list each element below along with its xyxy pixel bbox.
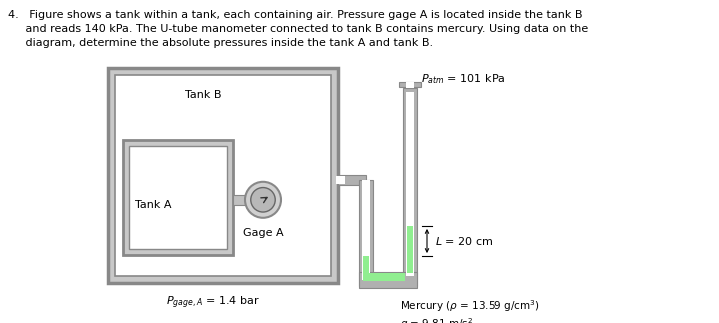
Text: Gage A: Gage A [243, 228, 283, 238]
Bar [359, 180, 373, 286]
Bar [363, 273, 405, 281]
Text: $L$ = 20 cm: $L$ = 20 cm [435, 235, 493, 247]
Bar [123, 140, 233, 255]
Bar [336, 176, 345, 184]
Circle shape [251, 188, 275, 212]
Text: $P_{gage, A}$ = 1.4 bar: $P_{gage, A}$ = 1.4 bar [166, 295, 260, 311]
Bar [108, 68, 338, 283]
Text: and reads 140 kPa. The U-tube manometer connected to tank B contains mercury. Us: and reads 140 kPa. The U-tube manometer … [8, 24, 588, 34]
Bar [406, 82, 414, 88]
Bar [363, 273, 405, 281]
Bar [129, 146, 227, 249]
Bar [338, 175, 366, 185]
Bar [115, 75, 331, 276]
Bar [233, 195, 245, 205]
Bar [362, 180, 370, 280]
Text: Mercury ($\rho$ = 13.59 g/cm$^3$)
$g$ = 9.81 m/s$^2$: Mercury ($\rho$ = 13.59 g/cm$^3$) $g$ = … [400, 298, 540, 323]
Bar [363, 256, 369, 273]
Bar [115, 75, 331, 276]
Text: 4.   Figure shows a tank within a tank, each containing air. Pressure gage A is : 4. Figure shows a tank within a tank, ea… [8, 10, 582, 20]
Bar [399, 82, 421, 87]
Text: diagram, determine the absolute pressures inside the tank A and tank B.: diagram, determine the absolute pressure… [8, 38, 433, 48]
Text: Tank B: Tank B [185, 90, 221, 100]
Text: Tank A: Tank A [135, 201, 172, 211]
Bar [407, 226, 413, 273]
Bar [359, 272, 417, 288]
Bar [406, 92, 414, 276]
Bar [403, 88, 417, 286]
Circle shape [245, 182, 281, 218]
Text: $P_{atm}$ = 101 kPa: $P_{atm}$ = 101 kPa [421, 72, 505, 86]
Bar [129, 146, 227, 249]
